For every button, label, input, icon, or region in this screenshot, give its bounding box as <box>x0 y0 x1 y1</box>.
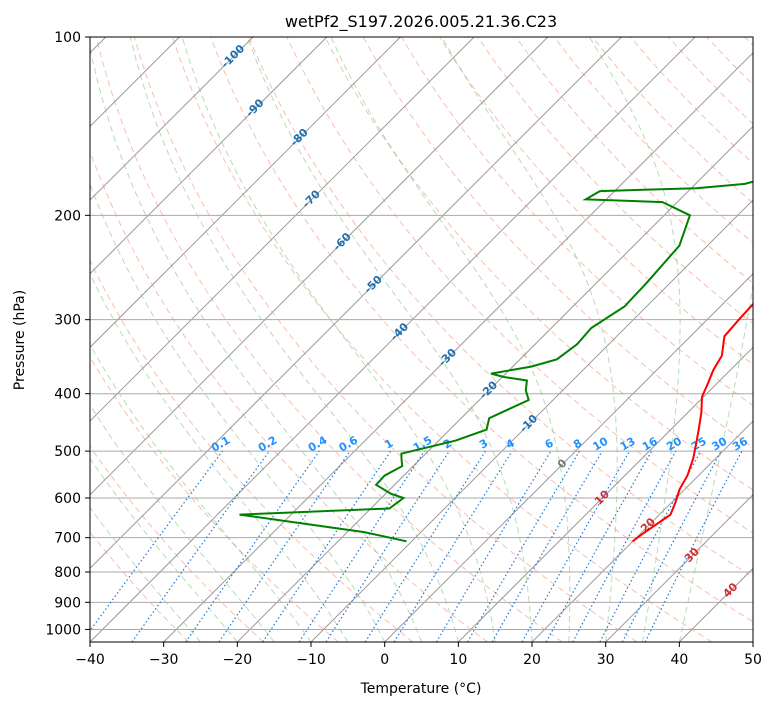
y-tick-label: 500 <box>54 444 81 460</box>
x-tick-label: 50 <box>744 652 762 668</box>
dry-adiabat <box>90 355 339 642</box>
y-tick-label: 1000 <box>45 622 81 638</box>
moist-adiabat <box>246 37 533 642</box>
dry-adiabat <box>515 37 753 284</box>
y-tick-label: 600 <box>54 491 81 507</box>
isotherm <box>457 346 753 642</box>
mixing-ratio-line <box>644 450 743 642</box>
x-tick-label: 0 <box>380 652 389 668</box>
mixing-ratio-line <box>218 450 351 642</box>
moist-adiabat <box>90 506 201 642</box>
dewpoint-line <box>239 180 753 543</box>
moist-adiabat <box>90 272 349 642</box>
x-tick-label: 40 <box>670 652 688 668</box>
x-tick-label: −20 <box>223 652 253 668</box>
isotherm <box>90 37 401 349</box>
mixing-ratio-line <box>262 450 392 642</box>
isotherm <box>90 37 622 570</box>
y-tick-label: 300 <box>54 313 81 329</box>
plot-frame <box>89 36 754 643</box>
isotherm <box>90 37 475 422</box>
isotherm <box>90 37 549 496</box>
y-tick-label: 400 <box>54 387 81 403</box>
y-tick-label: 700 <box>54 531 81 547</box>
mixing-ratio-line <box>393 450 513 642</box>
x-tick-label: 30 <box>597 652 615 668</box>
mixing-ratio-line <box>572 450 677 642</box>
moist-adiabat <box>90 404 275 642</box>
isotherm <box>163 52 753 642</box>
isotherm <box>236 125 753 642</box>
dry-adiabat <box>248 37 753 578</box>
moist-adiabat <box>441 37 618 642</box>
chart-title: wetPf2_S197.2026.005.21.36.C23 <box>285 12 557 32</box>
dry-adiabat <box>171 37 712 642</box>
x-tick-label: −30 <box>149 652 179 668</box>
moist-adiabat <box>90 182 386 642</box>
y-tick-label: 900 <box>54 595 81 611</box>
mixing-ratio-line <box>185 450 320 642</box>
y-tick-label: 100 <box>54 30 81 46</box>
mixing-ratio-line <box>131 450 270 642</box>
dry-adiabat <box>286 37 753 534</box>
moist-adiabat <box>129 37 459 642</box>
mixing-ratio-line <box>521 450 631 642</box>
x-tick-label: −40 <box>75 652 105 668</box>
dry-adiabat <box>133 37 638 642</box>
y-tick-label: 800 <box>54 565 81 581</box>
dry-adiabat <box>90 259 414 642</box>
x-tick-label: 10 <box>449 652 467 668</box>
moist-adiabat <box>90 45 422 642</box>
isotherm <box>605 494 753 642</box>
x-tick-label: −10 <box>296 652 326 668</box>
dry-adiabat <box>90 445 264 642</box>
y-tick-label: 200 <box>54 208 81 224</box>
dry-adiabat <box>324 37 753 491</box>
x-axis: −40 −30 −20 −10 0 10 20 30 40 50 <box>75 642 762 668</box>
y-axis: 100 200 300 400 500 600 700 800 900 1000 <box>45 30 90 638</box>
isotherm <box>384 273 753 642</box>
series-layer <box>239 180 753 543</box>
moist-adiabat <box>588 37 681 642</box>
dry-adiabat <box>95 37 563 642</box>
moist-adiabat <box>678 280 753 642</box>
isotherm <box>310 199 753 642</box>
x-axis-label: Temperature (°C) <box>360 681 482 697</box>
mixing-ratio-line <box>90 450 223 632</box>
moist-adiabat <box>181 37 496 642</box>
y-axis-label: Pressure (hPa) <box>12 290 28 390</box>
temperature-line <box>632 302 753 543</box>
isotherm <box>90 37 254 201</box>
mixing-ratio-line <box>545 450 653 642</box>
mixing-ratio-line <box>325 450 450 642</box>
isotherm <box>90 37 696 642</box>
dry-adiabat <box>210 37 753 623</box>
x-tick-label: 20 <box>523 652 541 668</box>
moist-adiabat <box>330 37 571 642</box>
moist-adiabat <box>90 457 238 642</box>
isotherm <box>90 37 328 275</box>
